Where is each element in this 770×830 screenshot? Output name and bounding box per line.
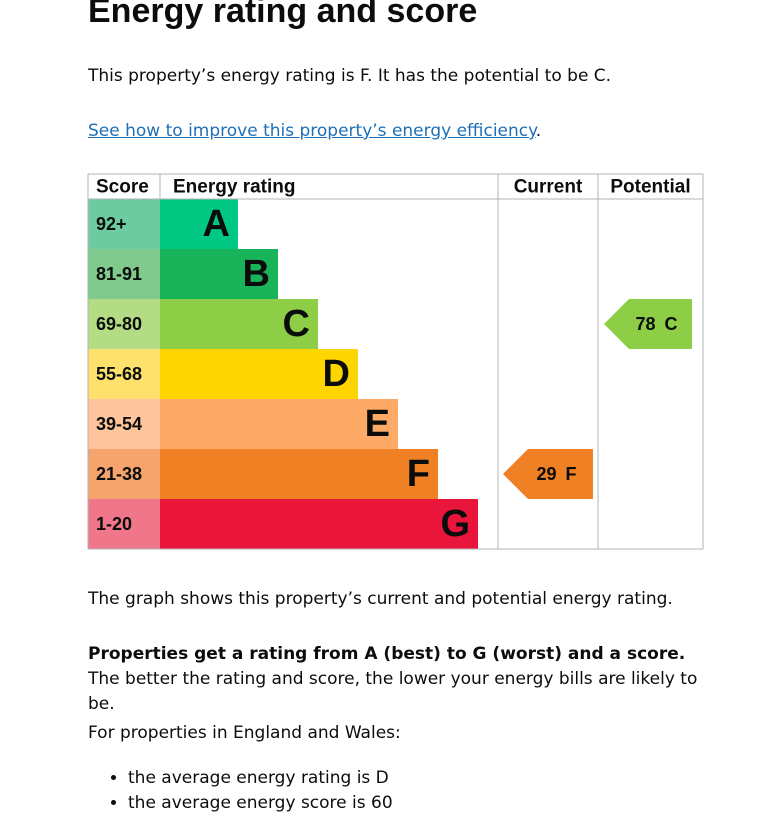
score-cell xyxy=(88,499,160,549)
rating-bar xyxy=(160,399,398,449)
link-line: See how to improve this property’s energ… xyxy=(88,119,541,144)
potential-score: 78 xyxy=(635,314,655,334)
score-cell xyxy=(88,349,160,399)
score-cell xyxy=(88,199,160,249)
score-label: 81-91 xyxy=(96,264,142,284)
average-item: the average energy rating is D xyxy=(128,766,393,791)
rating-bar xyxy=(160,449,438,499)
current-label: 29 F xyxy=(536,464,576,484)
score-label: 55-68 xyxy=(96,364,142,384)
rating-letter: G xyxy=(440,503,470,545)
intro: This property’s energy rating is F. It h… xyxy=(88,66,612,86)
score-label: 21-38 xyxy=(96,464,142,484)
average-item: the average energy score is 60 xyxy=(128,791,393,816)
link-suffix: . xyxy=(535,121,542,141)
score-label: 39-54 xyxy=(96,414,142,434)
rating-letter: E xyxy=(365,403,390,445)
score-label: 1-20 xyxy=(96,514,132,534)
potential-label: 78 C xyxy=(635,314,677,334)
score-label: 69-80 xyxy=(96,314,142,334)
energy-graph: 92+ A 81-91 B 69-80 C 55-68 D 39-54 E 21-38 F 1-20 G S… xyxy=(87,173,704,550)
rating-bar xyxy=(160,499,478,549)
improve-link[interactable]: See how to improve this property’s energ… xyxy=(88,121,536,141)
header-potential: Potential xyxy=(610,177,690,198)
rating-letter: F xyxy=(407,453,430,495)
rating-info-bold: Properties get a rating from A (best) to… xyxy=(88,644,686,664)
rating-bar xyxy=(160,349,358,399)
score-cell xyxy=(88,299,160,349)
rating-letter: C xyxy=(283,303,310,345)
score-cell xyxy=(88,449,160,499)
current-arrow xyxy=(503,449,593,499)
rating-letter: B xyxy=(243,253,270,295)
rating-letter: A xyxy=(203,203,230,245)
rating-bar xyxy=(160,299,318,349)
score-cell xyxy=(88,399,160,449)
rating-bar xyxy=(160,199,238,249)
page-title: Energy rating and score xyxy=(88,0,478,30)
rating-letter: D xyxy=(323,353,350,395)
rating-bar xyxy=(160,249,278,299)
score-cell xyxy=(88,249,160,299)
header-rating: Energy rating xyxy=(173,177,295,198)
current-score: 29 xyxy=(536,464,556,484)
averages-intro: For properties in England and Wales: xyxy=(88,723,401,743)
explanation: The graph shows this property’s current … xyxy=(88,589,673,609)
header-score: Score xyxy=(96,177,149,198)
potential-rating: C xyxy=(665,314,678,334)
current-rating: F xyxy=(566,464,577,484)
averages-list: the average energy rating is D the avera… xyxy=(88,766,393,816)
potential-arrow xyxy=(604,299,692,349)
rating-info: Properties get a rating from A (best) to… xyxy=(88,642,708,717)
header-current: Current xyxy=(514,177,583,198)
score-label: 92+ xyxy=(96,214,127,234)
rating-info-rest: The better the rating and score, the low… xyxy=(88,669,698,714)
